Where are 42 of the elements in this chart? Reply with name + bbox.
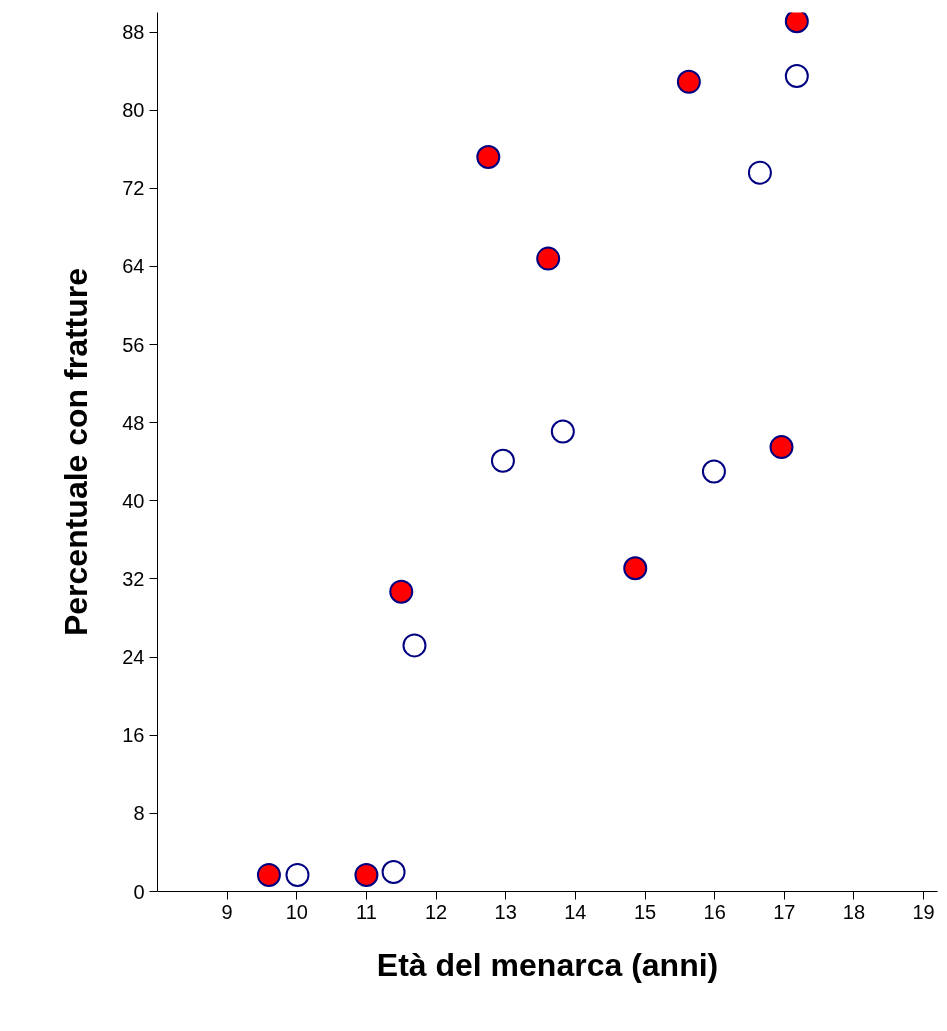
x-tick-label: 13 (494, 900, 517, 923)
point (536, 246, 561, 271)
point (784, 12, 809, 34)
x-tick-label: 14 (564, 900, 587, 923)
x-tick-label: 12 (424, 900, 448, 923)
y-tick-label: 80 (122, 99, 145, 122)
point (747, 160, 772, 185)
y-tick-label: 48 (122, 411, 145, 434)
y-tick-label: 24 (122, 646, 145, 669)
point (550, 419, 575, 444)
point (285, 862, 310, 887)
point (381, 859, 406, 884)
x-tick-label: 16 (703, 900, 726, 923)
y-tick-label: 56 (122, 333, 145, 356)
point (402, 633, 427, 658)
x-tick-label: 18 (842, 900, 866, 923)
x-axis-title: Età del menarca (anni) (376, 946, 719, 983)
x-tick-label: 9 (221, 900, 233, 923)
x-tick-label: 19 (912, 900, 935, 923)
point (623, 556, 648, 581)
point (784, 64, 809, 88)
x-tick-label: 17 (773, 900, 796, 923)
point (769, 435, 794, 460)
y-tick-label: 16 (122, 724, 145, 747)
y-tick-label: 72 (122, 177, 145, 200)
y-tick-label: 64 (122, 255, 145, 278)
y-axis-title: Percentuale con fratture (58, 267, 95, 637)
x-tick-label: 11 (356, 900, 377, 923)
point (490, 448, 515, 473)
y-tick-label: 8 (133, 802, 145, 825)
y-tick-label: 88 (122, 21, 145, 44)
point (701, 459, 726, 484)
x-tick-label: 10 (285, 900, 308, 923)
point (476, 145, 501, 170)
point (676, 69, 701, 94)
point (354, 862, 379, 887)
y-tick-label: 40 (122, 489, 145, 512)
y-tick-label: 32 (122, 567, 145, 590)
y-tick-label: 0 (133, 880, 145, 903)
point (256, 862, 281, 887)
x-tick-label: 15 (633, 900, 657, 923)
point (389, 579, 414, 604)
